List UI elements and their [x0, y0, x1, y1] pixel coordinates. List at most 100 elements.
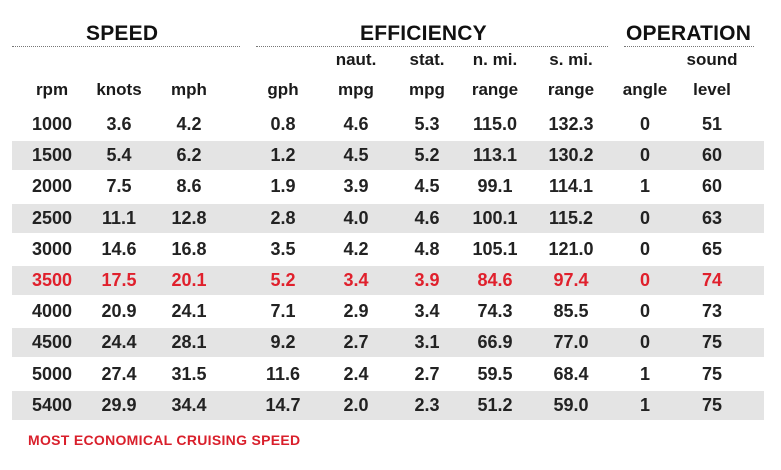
cell-gph: 3.5	[270, 239, 296, 259]
table-row: 2000 7.5 8.6 1.9 3.9 4.5 99.1 114.1 1 60	[12, 172, 764, 201]
cell-stat-mpg: 5.3	[414, 114, 440, 134]
cell-naut-mpg: 4.5	[343, 145, 369, 165]
group-title-efficiency: EFFICIENCY	[360, 22, 487, 45]
group-title-operation: OPERATION	[626, 22, 752, 45]
cell-knots: 14.6	[101, 239, 137, 259]
cell-mph: 28.1	[171, 332, 207, 352]
operation-divider	[624, 46, 754, 47]
cell-naut-mpg: 3.9	[343, 176, 369, 196]
cell-gph: 11.6	[265, 364, 301, 384]
cell-knots: 20.9	[101, 301, 137, 321]
cell-smi-range: 68.4	[553, 364, 589, 384]
table-row: 5000 27.4 31.5 11.6 2.4 2.7 59.5 68.4 1 75	[12, 360, 764, 389]
table-row: 3500 17.5 20.1 5.2 3.4 3.9 84.6 97.4 0 74	[12, 266, 764, 295]
cell-mph: 20.1	[171, 270, 207, 290]
header-knots-line2: knots	[96, 80, 142, 99]
cell-smi-range: 130.2	[548, 145, 594, 165]
cell-angle: 0	[639, 301, 650, 321]
table-row: 1500 5.4 6.2 1.2 4.5 5.2 113.1 130.2 0 60	[12, 141, 764, 170]
cell-mph: 8.6	[176, 176, 202, 196]
cell-smi-range: 121.0	[548, 239, 594, 259]
cell-gph: 14.7	[265, 395, 301, 415]
cell-angle: 0	[639, 208, 650, 228]
cell-rpm: 3000	[31, 239, 73, 259]
footnote: MOST ECONOMICAL CRUISING SPEED	[28, 432, 301, 448]
cell-knots: 3.6	[106, 114, 132, 134]
cell-rpm: 5000	[31, 364, 73, 384]
cell-smi-range: 59.0	[553, 395, 589, 415]
cell-angle: 0	[639, 114, 650, 134]
cell-sound: 60	[701, 176, 723, 196]
header-naut-mpg-line1: naut.	[335, 50, 377, 69]
cell-nmi-range: 74.3	[477, 301, 513, 321]
cell-rpm: 3500	[31, 270, 73, 290]
cell-mph: 12.8	[171, 208, 207, 228]
cell-rpm: 1500	[31, 145, 73, 165]
cell-mph: 6.2	[176, 145, 202, 165]
group-title-speed: SPEED	[86, 22, 159, 45]
header-mph-line2: mph	[171, 80, 207, 99]
cell-mph: 4.2	[176, 114, 202, 134]
cell-gph: 7.1	[270, 301, 296, 321]
table-row: 3000 14.6 16.8 3.5 4.2 4.8 105.1 121.0 0 65	[12, 235, 764, 264]
cell-gph: 1.2	[270, 145, 296, 165]
table-row: 4500 24.4 28.1 9.2 2.7 3.1 66.9 77.0 0 75	[12, 328, 764, 357]
cell-mph: 16.8	[171, 239, 207, 259]
cell-stat-mpg: 4.6	[414, 208, 440, 228]
cell-angle: 0	[639, 145, 650, 165]
cell-knots: 11.1	[101, 208, 137, 228]
cell-smi-range: 97.4	[553, 270, 589, 290]
header-nmi-range-line1: n. mi.	[472, 50, 518, 69]
cell-naut-mpg: 2.9	[343, 301, 369, 321]
cell-sound: 51	[701, 114, 723, 134]
cell-knots: 17.5	[101, 270, 137, 290]
header-stat-mpg-line1: stat.	[409, 50, 445, 69]
cell-rpm: 4500	[31, 332, 73, 352]
cell-gph: 1.9	[270, 176, 296, 196]
cell-gph: 0.8	[270, 114, 296, 134]
cell-nmi-range: 59.5	[477, 364, 513, 384]
table-row: 4000 20.9 24.1 7.1 2.9 3.4 74.3 85.5 0 73	[12, 297, 764, 326]
cell-naut-mpg: 4.6	[343, 114, 369, 134]
cell-stat-mpg: 4.5	[414, 176, 440, 196]
cell-nmi-range: 105.1	[472, 239, 518, 259]
cell-stat-mpg: 3.1	[414, 332, 440, 352]
cell-stat-mpg: 3.9	[414, 270, 440, 290]
cell-gph: 9.2	[270, 332, 296, 352]
cell-rpm: 1000	[31, 114, 73, 134]
cell-knots: 27.4	[101, 364, 137, 384]
header-gph-line2: gph	[267, 80, 299, 99]
cell-stat-mpg: 2.7	[414, 364, 440, 384]
cell-nmi-range: 99.1	[477, 176, 513, 196]
cell-angle: 1	[639, 176, 650, 196]
cell-gph: 5.2	[270, 270, 296, 290]
cell-naut-mpg: 3.4	[343, 270, 369, 290]
cell-stat-mpg: 2.3	[414, 395, 440, 415]
cell-naut-mpg: 2.0	[343, 395, 369, 415]
cell-nmi-range: 66.9	[477, 332, 513, 352]
cell-angle: 0	[639, 239, 650, 259]
table-row: 1000 3.6 4.2 0.8 4.6 5.3 115.0 132.3 0 51	[12, 110, 764, 139]
header-stat-mpg-line2: mpg	[409, 80, 445, 99]
cell-smi-range: 77.0	[553, 332, 589, 352]
cell-nmi-range: 51.2	[477, 395, 513, 415]
header-naut-mpg-line2: mpg	[338, 80, 374, 99]
cell-knots: 29.9	[101, 395, 137, 415]
cell-angle: 1	[639, 395, 650, 415]
cell-mph: 24.1	[171, 301, 207, 321]
cell-sound: 75	[701, 332, 723, 352]
cell-rpm: 4000	[31, 301, 73, 321]
cell-naut-mpg: 4.0	[343, 208, 369, 228]
cell-mph: 34.4	[171, 395, 207, 415]
cell-knots: 24.4	[101, 332, 137, 352]
cell-angle: 0	[639, 270, 650, 290]
header-smi-range-line2: range	[547, 80, 595, 99]
header-rpm-line2: rpm	[35, 80, 69, 99]
cell-rpm: 2500	[31, 208, 73, 228]
cell-rpm: 2000	[31, 176, 73, 196]
speed-divider	[12, 46, 240, 47]
cell-stat-mpg: 3.4	[414, 301, 440, 321]
cell-angle: 0	[639, 332, 650, 352]
cell-sound: 65	[701, 239, 723, 259]
table-row: 2500 11.1 12.8 2.8 4.0 4.6 100.1 115.2 0 63	[12, 204, 764, 233]
